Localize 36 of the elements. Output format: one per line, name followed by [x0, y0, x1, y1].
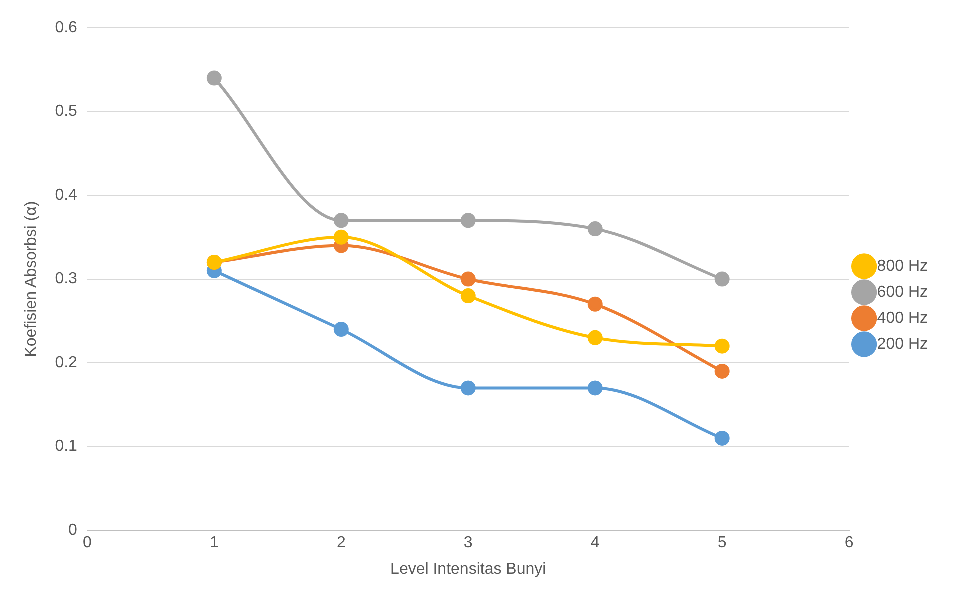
- y-tick-label: 0.2: [55, 354, 78, 372]
- point: [714, 338, 730, 354]
- y-tick-label: 0.5: [55, 103, 78, 120]
- point: [334, 322, 349, 338]
- y-axis-title: Koefisien Absorbsi (α): [23, 201, 40, 358]
- point: [588, 222, 603, 237]
- point: [714, 272, 730, 287]
- y-tick-label: 0.1: [55, 438, 78, 456]
- x-tick-label: 3: [464, 534, 473, 552]
- point: [588, 330, 603, 346]
- point: [460, 272, 476, 287]
- point: [460, 288, 476, 304]
- legend-label: 400 Hz: [877, 310, 928, 327]
- x-tick-label: 1: [210, 534, 219, 552]
- point: [588, 380, 603, 396]
- legend-label: 600 Hz: [877, 284, 928, 301]
- y-tick-label: 0.4: [55, 186, 78, 204]
- y-tick-label: 0: [68, 522, 78, 540]
- x-tick-label: 2: [336, 534, 346, 552]
- point: [588, 296, 603, 312]
- x-axis-title: Level Intensitas Bunyi: [390, 560, 546, 578]
- x-tick-label: 5: [718, 534, 727, 552]
- legend-label: 800 Hz: [877, 258, 928, 275]
- x-tick-label: 6: [844, 534, 854, 552]
- point: [334, 213, 349, 228]
- y-tick-label: 0.3: [55, 270, 78, 288]
- x-tick-label: 0: [82, 534, 92, 552]
- point: [206, 70, 222, 86]
- point: [334, 230, 349, 245]
- y-tick-label: 0.6: [55, 19, 78, 36]
- point: [714, 364, 730, 379]
- point: [714, 430, 730, 446]
- point: [460, 213, 476, 228]
- x-tick-label: 4: [590, 534, 600, 552]
- point: [460, 380, 476, 396]
- legend-label: 200 Hz: [877, 336, 928, 353]
